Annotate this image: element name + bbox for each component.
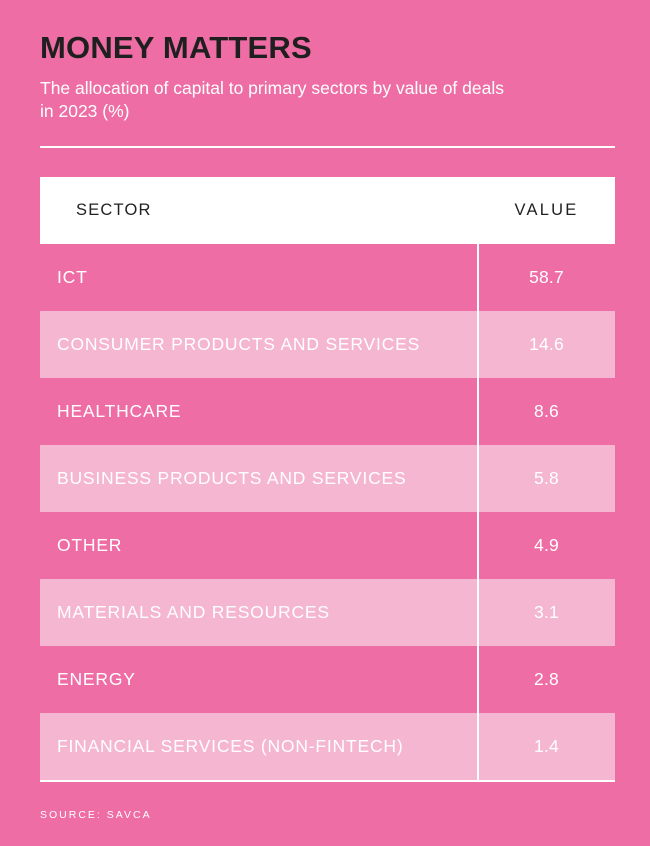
table-row: MATERIALS AND RESOURCES 3.1	[40, 579, 615, 646]
row-sector: FINANCIAL SERVICES (NON-FINTECH)	[57, 736, 404, 756]
table-row: ICT 58.7	[40, 244, 615, 311]
row-sector: BUSINESS PRODUCTS AND SERVICES	[57, 468, 407, 488]
table-row: OTHER 4.9	[40, 512, 615, 579]
table-header: SECTOR VALUE	[40, 177, 615, 244]
header-sector: SECTOR	[76, 201, 152, 219]
table-row: BUSINESS PRODUCTS AND SERVICES 5.8	[40, 445, 615, 512]
row-sector: HEALTHCARE	[57, 401, 182, 421]
column-divider	[477, 244, 479, 780]
chart-subtitle: The allocation of capital to primary sec…	[40, 78, 504, 121]
row-sector: ICT	[57, 267, 88, 287]
title-divider	[40, 146, 615, 148]
table-row: FINANCIAL SERVICES (NON-FINTECH) 1.4	[40, 713, 615, 780]
row-sector: CONSUMER PRODUCTS AND SERVICES	[57, 334, 421, 354]
row-value: 4.9	[534, 535, 559, 555]
chart-title: MONEY MATTERS	[40, 30, 312, 65]
row-value: 58.7	[529, 267, 564, 287]
row-sector: ENERGY	[57, 669, 136, 689]
source-note: SOURCE: SAVCA	[40, 809, 152, 821]
row-sector: MATERIALS AND RESOURCES	[57, 602, 330, 622]
table-row: ENERGY 2.8	[40, 646, 615, 713]
row-value: 2.8	[534, 669, 559, 689]
row-value: 8.6	[534, 401, 559, 421]
data-table: SECTOR VALUE ICT 58.7 CONSUMER PRODUCTS …	[40, 177, 615, 782]
table-row: HEALTHCARE 8.6	[40, 378, 615, 445]
row-value: 3.1	[534, 602, 559, 622]
table-bottom-rule	[40, 780, 615, 782]
table-row: CONSUMER PRODUCTS AND SERVICES 14.6	[40, 311, 615, 378]
row-sector: OTHER	[57, 535, 123, 555]
header-value: VALUE	[514, 201, 579, 219]
row-value: 1.4	[534, 736, 559, 756]
row-value: 5.8	[534, 468, 559, 488]
row-value: 14.6	[529, 334, 564, 354]
